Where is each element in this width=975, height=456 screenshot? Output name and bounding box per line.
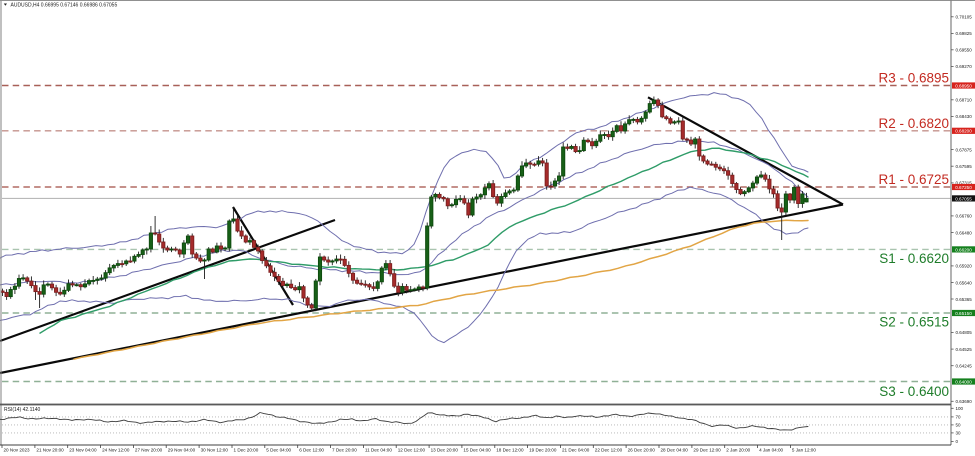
svg-text:0.64525: 0.64525: [956, 347, 973, 352]
svg-text:20 Nov 2023: 20 Nov 2023: [4, 448, 30, 453]
svg-text:21 Dec 04:00: 21 Dec 04:00: [562, 448, 590, 453]
svg-text:RSI(14) 42.1140: RSI(14) 42.1140: [4, 407, 41, 413]
svg-text:70: 70: [956, 415, 962, 420]
svg-text:50: 50: [956, 423, 962, 428]
svg-text:13 Dec 20:00: 13 Dec 20:00: [431, 448, 459, 453]
svg-text:15 Dec 04:00: 15 Dec 04:00: [463, 448, 491, 453]
svg-text:S2 - 0.6515: S2 - 0.6515: [879, 314, 949, 329]
svg-text:27 Nov 20:00: 27 Nov 20:00: [135, 448, 163, 453]
svg-text:0.69270: 0.69270: [956, 64, 973, 69]
svg-text:0.67250: 0.67250: [955, 185, 972, 190]
svg-text:0.69550: 0.69550: [956, 48, 973, 53]
svg-text:23 Nov 04:00: 23 Nov 04:00: [69, 448, 97, 453]
svg-text:R1 - 0.6725: R1 - 0.6725: [878, 172, 949, 187]
svg-text:S1 - 0.6620: S1 - 0.6620: [879, 251, 949, 266]
svg-text:18 Dec 12:00: 18 Dec 12:00: [496, 448, 524, 453]
svg-text:0.63690: 0.63690: [956, 399, 973, 404]
svg-text:0.67055: 0.67055: [955, 196, 972, 201]
svg-text:100: 100: [956, 406, 964, 411]
svg-text:0.68430: 0.68430: [956, 114, 973, 119]
svg-text:6 Dec 12:00: 6 Dec 12:00: [299, 448, 324, 453]
svg-text:5 Dec 04:00: 5 Dec 04:00: [266, 448, 291, 453]
svg-text:22 Dec 12:00: 22 Dec 12:00: [595, 448, 623, 453]
svg-text:0.68710: 0.68710: [956, 98, 973, 103]
svg-text:0.67315: 0.67315: [956, 181, 973, 186]
svg-text:0.65640: 0.65640: [956, 280, 973, 285]
svg-text:0.66760: 0.66760: [956, 214, 973, 219]
svg-text:26 Dec 20:00: 26 Dec 20:00: [628, 448, 656, 453]
svg-text:4 Jan 04:00: 4 Jan 04:00: [759, 448, 783, 453]
svg-text:29 Dec 12:00: 29 Dec 12:00: [693, 448, 721, 453]
svg-text:S3 - 0.6400: S3 - 0.6400: [879, 384, 949, 399]
svg-text:11 Dec 04:00: 11 Dec 04:00: [365, 448, 392, 453]
svg-text:AUDUSD,H4 0.66995 0.67146 0.6: AUDUSD,H4 0.66995 0.67146 0.66986 0.6705…: [11, 3, 118, 9]
svg-text:2 Jan 20:00: 2 Jan 20:00: [726, 448, 750, 453]
svg-text:0.67595: 0.67595: [956, 164, 973, 169]
svg-text:0.65365: 0.65365: [956, 297, 973, 302]
svg-text:0.67875: 0.67875: [956, 147, 973, 152]
svg-text:30 Nov 12:00: 30 Nov 12:00: [201, 448, 229, 453]
svg-text:7 Dec 20:00: 7 Dec 20:00: [332, 448, 357, 453]
svg-text:5 Jan 12:00: 5 Jan 12:00: [792, 448, 816, 453]
svg-text:0: 0: [956, 439, 959, 444]
svg-text:0.69825: 0.69825: [956, 31, 973, 36]
svg-text:0.66480: 0.66480: [956, 230, 973, 235]
svg-text:21 Nov 20:00: 21 Nov 20:00: [36, 448, 64, 453]
svg-text:12 Dec 12:00: 12 Dec 12:00: [398, 448, 426, 453]
svg-text:0.66200: 0.66200: [955, 247, 972, 252]
svg-text:0.65150: 0.65150: [955, 311, 972, 316]
svg-text:0.64000: 0.64000: [955, 379, 972, 384]
svg-text:0.64245: 0.64245: [956, 364, 973, 369]
svg-text:0.65920: 0.65920: [956, 264, 973, 269]
svg-text:1 Dec 20:00: 1 Dec 20:00: [234, 448, 259, 453]
svg-text:30: 30: [956, 431, 962, 436]
svg-text:19 Dec 20:00: 19 Dec 20:00: [529, 448, 557, 453]
svg-text:0.68200: 0.68200: [955, 129, 972, 134]
svg-text:0.68950: 0.68950: [955, 83, 972, 88]
svg-text:28 Dec 04:00: 28 Dec 04:00: [661, 448, 689, 453]
svg-text:0.64805: 0.64805: [956, 330, 973, 335]
svg-text:24 Nov 12:00: 24 Nov 12:00: [102, 448, 130, 453]
svg-text:29 Nov 04:00: 29 Nov 04:00: [168, 448, 196, 453]
svg-text:R2 - 0.6820: R2 - 0.6820: [878, 116, 949, 131]
svg-text:R3 - 0.6895: R3 - 0.6895: [878, 71, 949, 86]
svg-text:0.70105: 0.70105: [956, 15, 973, 20]
